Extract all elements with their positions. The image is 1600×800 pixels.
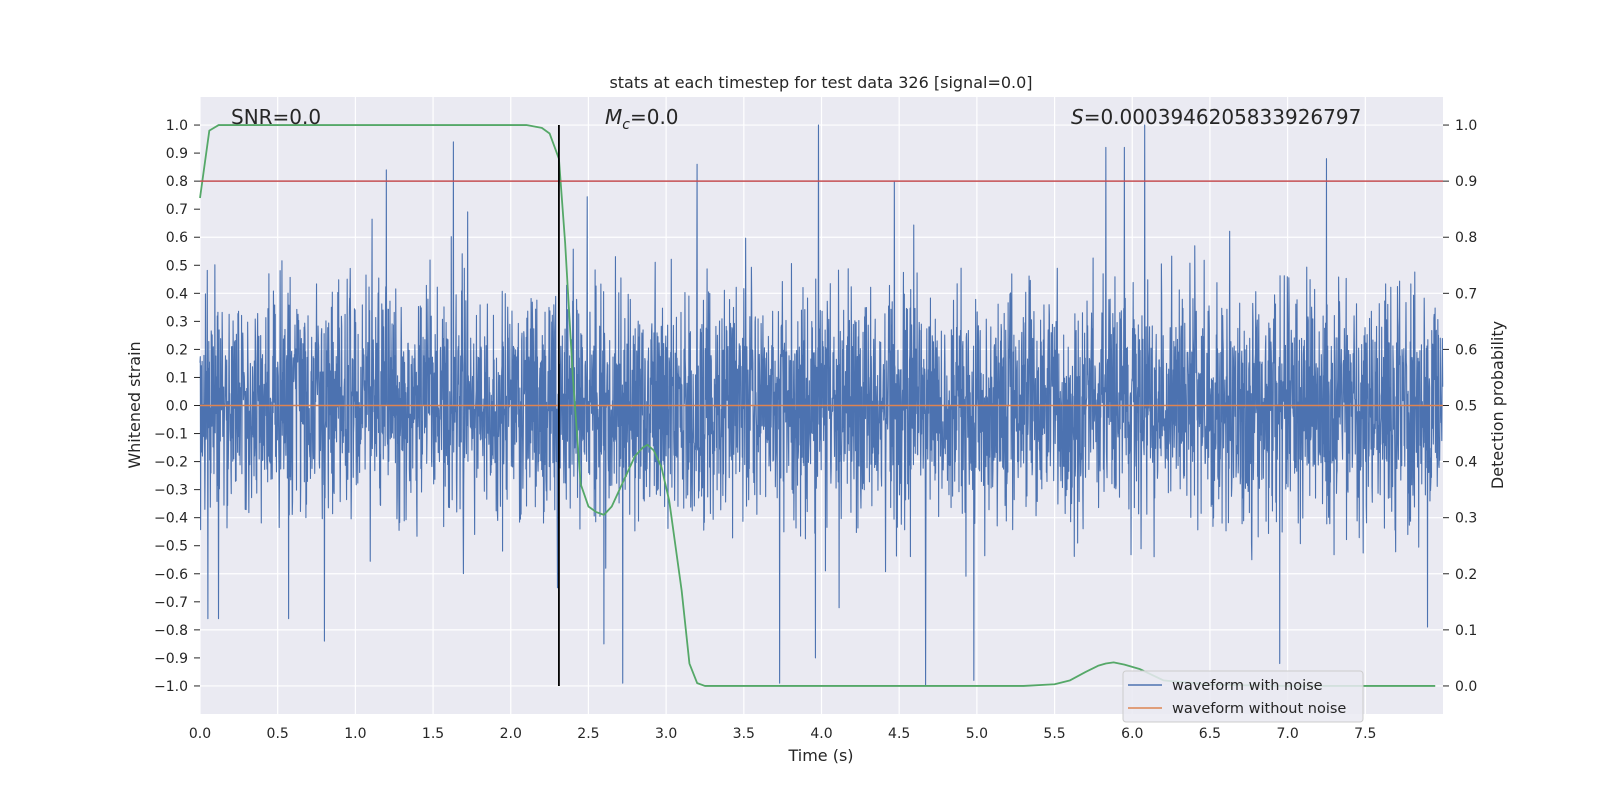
x-tick-label: 2.5: [577, 726, 599, 742]
x-tick-label: 6.0: [1121, 726, 1143, 742]
y-left-tick-label: 0.1: [166, 370, 188, 386]
score-value: =0.0003946205833926797: [1084, 105, 1362, 129]
y-right-tick-label: 0.5: [1455, 399, 1477, 415]
x-tick-label: 2.0: [500, 726, 522, 742]
series-line-detection-probability: [199, 124, 1436, 687]
y-right-tick-label: 0.2: [1455, 567, 1477, 583]
line-series-group: [199, 124, 1443, 687]
tick-label-group: 0.0 0.5 1.0 1.5 2.0 2.5 3.0 3.5 4.0 4.5 5.0 5.5 6.0 6…: [154, 118, 1477, 742]
y-right-tick-label: 0.7: [1455, 286, 1477, 302]
x-tick-label: 7.0: [1276, 726, 1298, 742]
y-left-tick-label: −0.4: [154, 511, 188, 527]
y-left-tick-label: 0.2: [166, 342, 188, 358]
y-left-tick-label: 0.5: [166, 258, 188, 274]
legend: waveform with noise waveform without noi…: [1122, 670, 1364, 723]
y-left-tick-label: 0.6: [166, 230, 188, 246]
y-axis-label-left: Whitened strain: [125, 341, 144, 468]
y-axis-label-right: Detection probability: [1488, 321, 1507, 489]
y-right-tick-label: 0.0: [1455, 679, 1477, 695]
y-left-tick-label: −0.5: [154, 539, 188, 555]
y-left-tick-label: 0.9: [166, 146, 188, 162]
x-tick-label: 0.0: [189, 726, 211, 742]
x-axis-label: Time (s): [787, 746, 853, 765]
y-right-tick-label: 0.3: [1455, 511, 1477, 527]
chirp-mass-annotation: Mc=0.0: [605, 105, 679, 133]
x-tick-label: 3.0: [655, 726, 677, 742]
x-tick-label: 4.5: [888, 726, 910, 742]
x-tick-label: 7.5: [1354, 726, 1376, 742]
y-left-tick-label: 0.3: [166, 314, 188, 330]
x-tick-label: 0.5: [267, 726, 289, 742]
y-left-tick-label: 0.0: [166, 399, 188, 415]
y-left-tick-label: −1.0: [154, 679, 188, 695]
series-line-waveform-with-noise: [199, 124, 1444, 687]
y-left-tick-label: 0.4: [166, 286, 188, 302]
y-right-tick-label: 0.6: [1455, 342, 1477, 358]
chart-title: stats at each timestep for test data 326…: [609, 73, 1032, 92]
score-annotation: S=0.0003946205833926797: [1071, 105, 1361, 129]
x-tick-label: 1.5: [422, 726, 444, 742]
y-right-tick-label: 1.0: [1455, 118, 1477, 134]
y-left-tick-label: −0.8: [154, 623, 188, 639]
noise-series-group: [199, 124, 1444, 687]
y-left-tick-label: −0.9: [154, 651, 188, 667]
y-right-tick-label: 0.1: [1455, 623, 1477, 639]
x-tick-label: 4.0: [810, 726, 832, 742]
score-symbol: S: [1071, 105, 1084, 129]
y-left-tick-label: 0.8: [166, 174, 188, 190]
chirp-mass-subscript: c: [622, 117, 630, 133]
chirp-mass-value: =0.0: [630, 105, 679, 129]
chirp-mass-symbol: M: [605, 105, 622, 129]
legend-box: [1122, 670, 1364, 723]
y-right-tick-label: 0.4: [1455, 455, 1477, 471]
x-tick-label: 1.0: [344, 726, 366, 742]
legend-label-clean: waveform without noise: [1172, 701, 1346, 717]
snr-annotation: SNR=0.0: [231, 105, 321, 129]
y-right-tick-label: 0.8: [1455, 230, 1477, 246]
y-left-tick-label: −0.2: [154, 455, 188, 471]
y-left-tick-label: −0.7: [154, 595, 188, 611]
y-left-tick-label: 0.7: [166, 202, 188, 218]
y-left-tick-label: −0.6: [154, 567, 188, 583]
y-right-tick-label: 0.9: [1455, 174, 1477, 190]
legend-label-noise: waveform with noise: [1172, 678, 1323, 694]
y-left-tick-label: 1.0: [166, 118, 188, 134]
x-tick-label: 6.5: [1199, 726, 1221, 742]
y-left-tick-label: −0.1: [154, 427, 188, 443]
x-tick-label: 5.5: [1043, 726, 1065, 742]
y-left-tick-label: −0.3: [154, 483, 188, 499]
x-tick-label: 5.0: [966, 726, 988, 742]
x-tick-label: 3.5: [733, 726, 755, 742]
